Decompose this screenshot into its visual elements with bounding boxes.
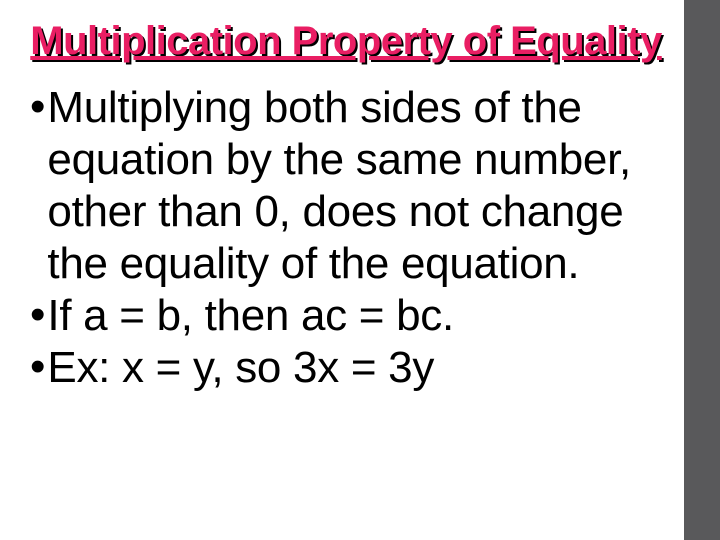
bullet-item: • If a = b, then ac = bc. — [30, 290, 664, 342]
bullet-marker: • — [30, 82, 45, 133]
bullet-marker: • — [30, 342, 45, 393]
bullet-text: If a = b, then ac = bc. — [47, 290, 453, 342]
bullet-item: • Ex: x = y, so 3x = 3y — [30, 342, 664, 394]
slide-title: Multiplication Property of Equality — [28, 18, 664, 64]
bullet-list: • Multiplying both sides of the equation… — [28, 82, 664, 393]
bullet-item: • Multiplying both sides of the equation… — [30, 82, 664, 290]
bullet-text: Ex: x = y, so 3x = 3y — [47, 342, 434, 394]
bullet-marker: • — [30, 290, 45, 341]
bullet-text: Multiplying both sides of the equation b… — [47, 82, 664, 290]
slide-content: Multiplication Property of Equality • Mu… — [0, 0, 684, 540]
slide-sidebar — [684, 0, 720, 540]
